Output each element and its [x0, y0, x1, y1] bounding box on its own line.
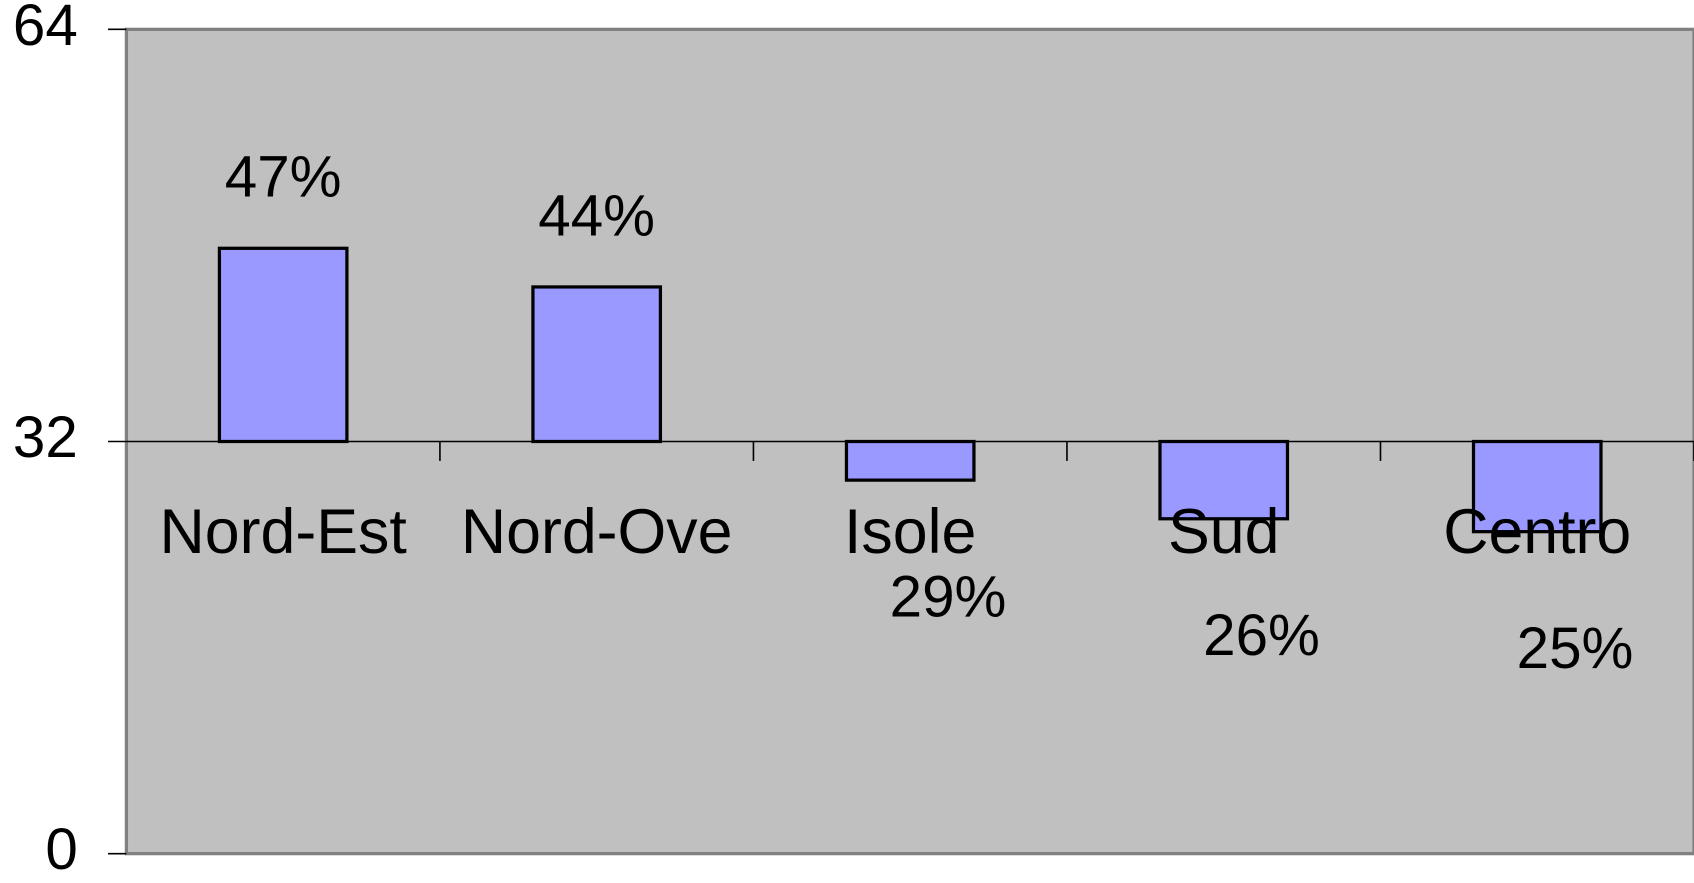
bar: [217, 246, 349, 444]
x-tick-label: Nord-Ove: [461, 497, 733, 567]
data-label: 44%: [538, 183, 655, 248]
data-label: 25%: [1517, 616, 1634, 681]
data-label: 29%: [890, 565, 1007, 630]
y-tick-label: 0: [45, 817, 77, 882]
x-tick-label: Centro: [1443, 497, 1631, 567]
x-tick-label: Nord-Est: [160, 497, 407, 567]
y-tick-label: 32: [13, 405, 78, 470]
bar: [1471, 439, 1603, 534]
bar: [531, 285, 663, 444]
x-tick-label: Isole: [844, 497, 976, 567]
data-label: 47%: [225, 145, 342, 210]
bar: [844, 439, 976, 482]
x-tick-label: Sud: [1168, 497, 1279, 567]
bar: [1158, 439, 1290, 521]
data-label: 26%: [1203, 603, 1320, 668]
y-tick-label: 64: [13, 0, 78, 58]
